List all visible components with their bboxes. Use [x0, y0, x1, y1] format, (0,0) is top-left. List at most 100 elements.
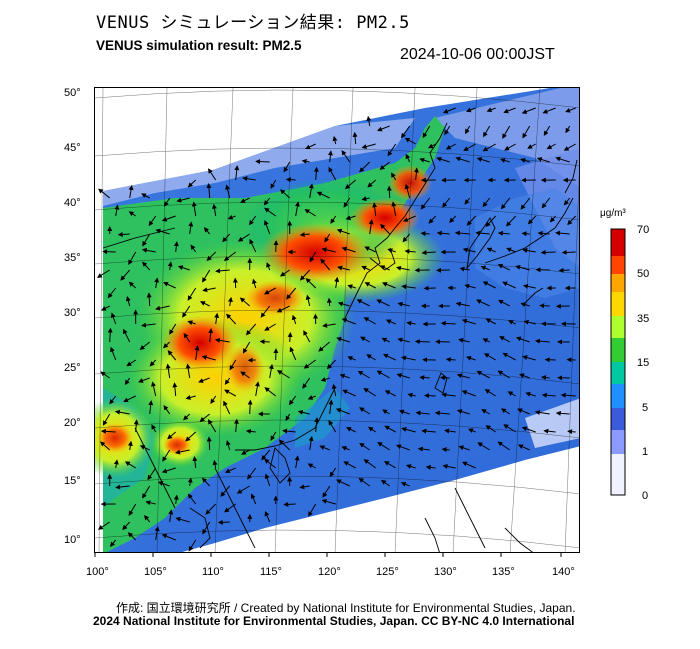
hotspot-central-china [162, 315, 238, 371]
wind-arrow [482, 143, 496, 152]
lon-tick: 100° [86, 566, 109, 578]
wind-arrow [521, 231, 530, 237]
wind-arrow [567, 215, 577, 226]
wind-arrow [141, 247, 156, 253]
wind-arrow [107, 327, 113, 343]
wind-vectors [96, 107, 577, 552]
wind-arrow [114, 409, 130, 415]
title-english: VENUS simulation result: PM2.5 [96, 38, 302, 53]
wind-arrow [285, 177, 296, 183]
wind-arrow [328, 420, 337, 433]
wind-arrow [396, 373, 410, 379]
wind-arrow [167, 261, 173, 271]
wind-arrow [138, 377, 150, 383]
wind-arrow [309, 251, 317, 263]
wind-arrow [102, 249, 116, 255]
colorbar-unit: μg/m³ [600, 208, 626, 219]
wind-arrow [565, 125, 571, 134]
wind-arrow [558, 267, 570, 273]
wind-arrow [363, 459, 376, 469]
wind-arrow [110, 346, 117, 361]
wind-arrow [307, 463, 316, 469]
wind-arrow [503, 107, 516, 114]
wind-arrow [328, 166, 337, 181]
wind-arrow [167, 431, 177, 440]
wind-arrow [521, 107, 536, 114]
lon-tick: 110° [202, 566, 224, 578]
wind-arrow [464, 125, 471, 135]
wind-arrow [198, 377, 210, 383]
wind-arrow [367, 179, 377, 188]
wind-arrow [183, 413, 191, 421]
wind-arrow [466, 355, 476, 361]
lon-tick: 135° [492, 566, 515, 578]
wind-arrow [151, 424, 157, 433]
wind-arrow [436, 230, 450, 236]
wind-arrow [540, 249, 556, 255]
colorbar-label: 70 [637, 224, 649, 236]
wind-arrow [466, 215, 477, 226]
wind-arrow [436, 156, 450, 163]
wind-arrow [283, 501, 296, 507]
wind-arrow [127, 532, 137, 541]
wind-arrow [336, 336, 350, 343]
wind-arrow [126, 359, 136, 367]
wind-arrow [247, 399, 253, 415]
wind-arrow [215, 268, 230, 274]
lat-tick: 35° [64, 252, 81, 264]
wind-arrow [404, 137, 416, 145]
wind-arrow [367, 426, 376, 433]
colorbar-label: 15 [637, 357, 649, 369]
wind-arrow [377, 441, 390, 451]
wind-arrow [287, 332, 293, 343]
wind-arrow [459, 266, 470, 272]
wind-arrow [543, 125, 551, 137]
wind-arrow [241, 449, 250, 455]
wind-arrow [109, 539, 117, 547]
wind-arrow [342, 389, 356, 397]
wind-arrow [194, 345, 200, 361]
wind-arrow [316, 191, 330, 199]
lat-ticks: 50° 45° 40° 35° 30° 25° 20° 15° 10° [64, 87, 81, 546]
wind-arrow [361, 143, 376, 149]
wind-arrow [165, 363, 171, 379]
wind-arrow [330, 215, 337, 224]
wind-arrow [359, 407, 370, 415]
wind-arrow [456, 409, 470, 415]
wind-arrow [260, 305, 271, 318]
wind-arrow [148, 400, 154, 415]
wind-arrow [417, 446, 430, 452]
wind-arrow [379, 265, 390, 271]
wind-arrow [301, 158, 310, 164]
wind-arrow [543, 428, 556, 434]
wind-arrow [173, 241, 179, 253]
map-canvas [95, 88, 579, 552]
wind-arrow [541, 392, 556, 398]
wind-arrow [485, 318, 496, 325]
wind-arrow [387, 248, 396, 254]
wind-arrow [102, 413, 111, 426]
wind-arrow [477, 442, 490, 451]
wind-arrow [345, 215, 356, 221]
wind-arrow [161, 533, 176, 541]
lat-tick: 25° [64, 362, 81, 374]
wind-arrow [498, 299, 510, 307]
wind-arrow [199, 413, 211, 422]
wind-arrow [563, 197, 571, 206]
wind-arrow [405, 464, 416, 469]
credit-line-1: 作成: 国立環境研究所 / Created by National Instit… [116, 601, 576, 615]
wind-arrow [401, 284, 416, 290]
wind-arrow [203, 227, 211, 235]
wind-arrow [445, 357, 456, 363]
lon-tick: 140° [552, 566, 575, 578]
wind-arrow [322, 485, 331, 498]
wind-arrow [282, 428, 296, 434]
wind-arrow [405, 153, 411, 163]
wind-arrow [326, 297, 332, 307]
wind-arrow [227, 296, 233, 307]
wind-arrow [339, 373, 350, 379]
wind-arrow [223, 251, 237, 262]
wind-arrow [555, 230, 570, 236]
wind-arrow [397, 301, 410, 307]
